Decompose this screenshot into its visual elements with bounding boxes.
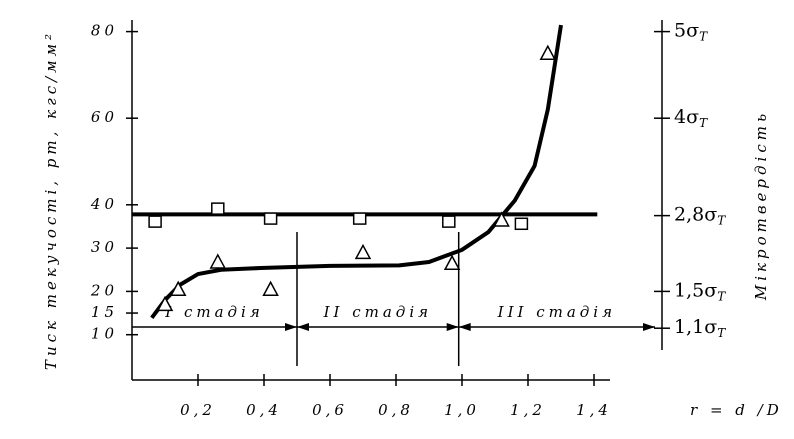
- y-tick-label: 80: [91, 22, 118, 40]
- y-tick-label: 30: [91, 238, 118, 256]
- y2-tick-text: 2,8σ: [674, 204, 717, 226]
- triangle-marker: [443, 254, 461, 271]
- x-tick-label: 0,2: [180, 401, 216, 419]
- square-marker: [148, 215, 162, 228]
- y-axis-label: Тиск текучості, pт, кгс/мм²: [42, 30, 60, 370]
- y2-tick-sub: T: [717, 289, 726, 303]
- y2-tick-text: 1,1σ: [674, 316, 717, 338]
- y2-tick-sub: T: [699, 29, 708, 43]
- y-tick-label: 10: [91, 325, 118, 343]
- y-tick-label: 60: [91, 108, 118, 126]
- y-tick-label: 40: [90, 195, 118, 213]
- y-tick-label: 20: [90, 281, 118, 299]
- y2-tick-label: 5σT: [674, 20, 708, 43]
- triangle-marker: [156, 295, 174, 312]
- stage-label: II стадія: [323, 303, 432, 321]
- triangle-marker: [493, 211, 510, 227]
- y2-tick-sub: T: [699, 116, 708, 130]
- square-marker: [442, 215, 456, 228]
- y2-tick-label: 4σT: [674, 106, 708, 130]
- y2-tick-sub: T: [717, 326, 726, 340]
- y2-tick-text: 4σ: [674, 106, 699, 128]
- triangle-marker: [209, 253, 227, 269]
- y2-tick-text: 5σ: [674, 20, 699, 42]
- x-tick-label: 0,4: [246, 401, 282, 419]
- stage-label: I стадія: [164, 303, 264, 321]
- arrow-head: [458, 323, 471, 331]
- y2-tick-label: 1,1σT: [674, 316, 726, 340]
- arrow-head: [446, 323, 459, 331]
- y-tick-label: 15: [91, 303, 118, 321]
- x-tick-label: 0,8: [378, 401, 414, 419]
- x-tick-label: 1,0: [444, 401, 480, 419]
- y2-tick-sub: T: [717, 213, 726, 227]
- x-axis-label: r = d /D: [690, 401, 783, 419]
- x-tick-label: 1,2: [510, 401, 546, 419]
- square-marker: [211, 202, 225, 215]
- data-line: [150, 24, 563, 320]
- square-marker: [263, 212, 278, 225]
- stage-label: III стадія: [497, 303, 616, 321]
- stage-label-bg: [164, 305, 265, 321]
- x-tick-label: 0,6: [312, 401, 348, 419]
- triangle-marker: [539, 44, 557, 60]
- stage-label-bg: [327, 305, 428, 321]
- arrow-head: [285, 323, 297, 331]
- x-tick-label: 1,4: [576, 401, 612, 419]
- y2-axis-label: Мікротвердість: [752, 110, 770, 301]
- square-marker: [514, 217, 529, 231]
- arrow-head: [643, 323, 655, 331]
- triangle-marker: [354, 243, 372, 260]
- y2-tick-label: 2,8σT: [674, 204, 726, 228]
- arrow-head: [297, 323, 309, 331]
- y2-tick-label: 1,5σT: [674, 279, 726, 303]
- square-marker: [352, 212, 367, 225]
- y2-tick-text: 1,5σ: [674, 279, 717, 301]
- triangle-marker: [169, 280, 187, 296]
- triangle-marker: [262, 280, 279, 296]
- stage-label-bg: [506, 305, 607, 321]
